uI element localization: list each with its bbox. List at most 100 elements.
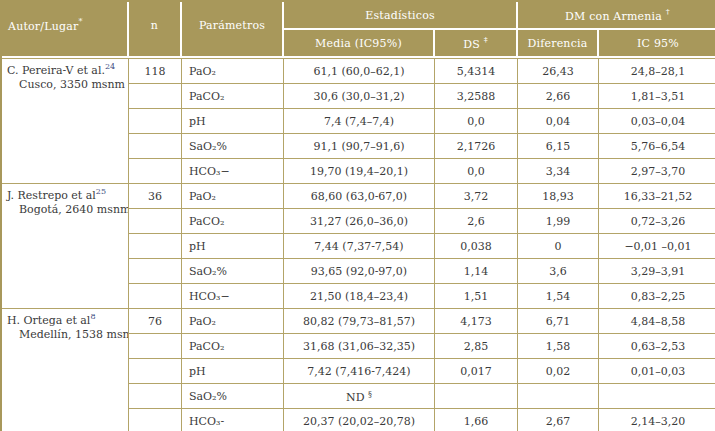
cell-ic95 xyxy=(599,384,715,409)
cell-ic95: 0,01–0,03 xyxy=(599,359,715,384)
author-place: Cusco, 3350 msnm xyxy=(7,78,126,92)
cell-ic95: 0,03–0,04 xyxy=(599,109,715,134)
cell-n-empty xyxy=(129,259,182,284)
col-header-ds: DS ‡ xyxy=(435,30,518,58)
cell-param: SaO₂% xyxy=(182,134,284,159)
author-cell: C. Pereira-V et al.24 Cusco, 3350 msnm xyxy=(2,58,129,184)
reference-superscript: 8 xyxy=(90,312,95,321)
cell-diferencia: 1,99 xyxy=(518,209,599,234)
cell-diferencia: 0,04 xyxy=(518,109,599,134)
cell-param: HCO₃- xyxy=(182,409,284,431)
col-header-autor-label: Autor/Lugar xyxy=(8,20,78,33)
cell-ic95: 0,72–3,26 xyxy=(599,209,715,234)
author-place: Bogotá, 2640 msnm xyxy=(7,203,126,217)
cell-n: 36 xyxy=(129,184,182,209)
cell-n-empty xyxy=(129,384,182,409)
col-group-dm-armenia: DM con Armenia † xyxy=(518,2,715,30)
cell-media: 7,4 (7,4–7,4) xyxy=(284,109,435,134)
cell-ds xyxy=(435,384,518,409)
cell-ic95: 2,97–3,70 xyxy=(599,159,715,184)
cell-diferencia: 3,6 xyxy=(518,259,599,284)
cell-n: 118 xyxy=(129,58,182,84)
cell-n-empty xyxy=(129,234,182,259)
footnote-double-dagger: ‡ xyxy=(484,35,488,44)
footnote-section-mark: § xyxy=(368,389,372,398)
cell-ds: 2,1726 xyxy=(435,134,518,159)
cell-diferencia: 18,93 xyxy=(518,184,599,209)
cell-ic95: 2,14–3,20 xyxy=(599,409,715,431)
cell-param: pH xyxy=(182,359,284,384)
cell-n-empty xyxy=(129,84,182,109)
col-group-dm-label: DM con Armenia xyxy=(565,9,662,22)
cell-ic95: 5,76–6,54 xyxy=(599,134,715,159)
cell-media: 31,68 (31,06–32,35) xyxy=(284,334,435,359)
cell-diferencia: 1,54 xyxy=(518,284,599,309)
cell-ds: 1,51 xyxy=(435,284,518,309)
cell-media: 68,60 (63,0-67,0) xyxy=(284,184,435,209)
cell-ds: 4,173 xyxy=(435,309,518,334)
cell-ic95: 24,8–28,1 xyxy=(599,58,715,84)
table-row: J. Restrepo et al25 Bogotá, 2640 msnm 36… xyxy=(2,184,715,209)
cell-n-empty xyxy=(129,209,182,234)
col-header-parametros: Parámetros xyxy=(182,2,284,58)
cell-ic95: 4,84–8,58 xyxy=(599,309,715,334)
cell-media: 7,44 (7,37-7,54) xyxy=(284,234,435,259)
table-row: H. Ortega et al8 Medellín, 1538 msnm 76 … xyxy=(2,309,715,334)
cell-param: PaCO₂ xyxy=(182,84,284,109)
col-header-ds-label: DS xyxy=(463,37,480,50)
cell-diferencia: 2,67 xyxy=(518,409,599,431)
cell-diferencia: 6,15 xyxy=(518,134,599,159)
cell-media: 80,82 (79,73–81,57) xyxy=(284,309,435,334)
cell-media: 21,50 (18,4–23,4) xyxy=(284,284,435,309)
author-place: Medellín, 1538 msnm xyxy=(7,328,126,342)
col-header-n: n xyxy=(129,2,182,58)
cell-ic95: 3,29–3,91 xyxy=(599,259,715,284)
cell-media: 19,70 (19,4–20,1) xyxy=(284,159,435,184)
cell-param: PaO₂ xyxy=(182,58,284,84)
cell-param: PaO₂ xyxy=(182,309,284,334)
author-cell: J. Restrepo et al25 Bogotá, 2640 msnm xyxy=(2,184,129,309)
cell-ic95: −0,01 –0,01 xyxy=(599,234,715,259)
cell-ds: 0,0 xyxy=(435,109,518,134)
cell-media: 7,42 (7,416-7,424) xyxy=(284,359,435,384)
cell-param: HCO₃− xyxy=(182,284,284,309)
cell-ic95: 0,63–2,53 xyxy=(599,334,715,359)
cell-param: pH xyxy=(182,234,284,259)
cell-ic95: 16,33–21,52 xyxy=(599,184,715,209)
cell-param: HCO₃− xyxy=(182,159,284,184)
cell-param: PaCO₂ xyxy=(182,209,284,234)
cell-n-empty xyxy=(129,409,182,431)
nd-value: ND xyxy=(346,390,364,403)
cell-ic95: 1,81–3,51 xyxy=(599,84,715,109)
cell-diferencia: 0,02 xyxy=(518,359,599,384)
cell-n-empty xyxy=(129,159,182,184)
cell-param: SaO₂% xyxy=(182,259,284,284)
col-header-autor-lugar: Autor/Lugar* xyxy=(2,2,129,58)
cell-media: 31,27 (26,0–36,0) xyxy=(284,209,435,234)
author-name: C. Pereira-V et al. xyxy=(7,64,105,77)
cell-n-empty xyxy=(129,134,182,159)
cell-media: 61,1 (60,0–62,1) xyxy=(284,58,435,84)
cell-ds: 1,66 xyxy=(435,409,518,431)
cell-ds: 3,2588 xyxy=(435,84,518,109)
cell-ds: 1,14 xyxy=(435,259,518,284)
cell-n-empty xyxy=(129,334,182,359)
cell-param: pH xyxy=(182,109,284,134)
cell-media: ND § xyxy=(284,384,435,409)
cell-param: PaCO₂ xyxy=(182,334,284,359)
cell-media: 93,65 (92,0-97,0) xyxy=(284,259,435,284)
author-cell: H. Ortega et al8 Medellín, 1538 msnm xyxy=(2,309,129,431)
reference-superscript: 24 xyxy=(105,62,115,71)
cell-n-empty xyxy=(129,359,182,384)
cell-n: 76 xyxy=(129,309,182,334)
reference-superscript: 25 xyxy=(96,187,106,196)
header-row-groups: Autor/Lugar* n Parámetros Estadísticos D… xyxy=(2,2,715,30)
cell-diferencia: 6,71 xyxy=(518,309,599,334)
cell-media: 91,1 (90,7–91,6) xyxy=(284,134,435,159)
author-name: H. Ortega et al xyxy=(7,314,90,327)
table-figure: Autor/Lugar* n Parámetros Estadísticos D… xyxy=(0,0,715,431)
col-header-media: Media (IC95%) xyxy=(284,30,435,58)
cell-diferencia: 3,34 xyxy=(518,159,599,184)
cell-media: 20,37 (20,02–20,78) xyxy=(284,409,435,431)
author-name: J. Restrepo et al xyxy=(7,189,96,202)
